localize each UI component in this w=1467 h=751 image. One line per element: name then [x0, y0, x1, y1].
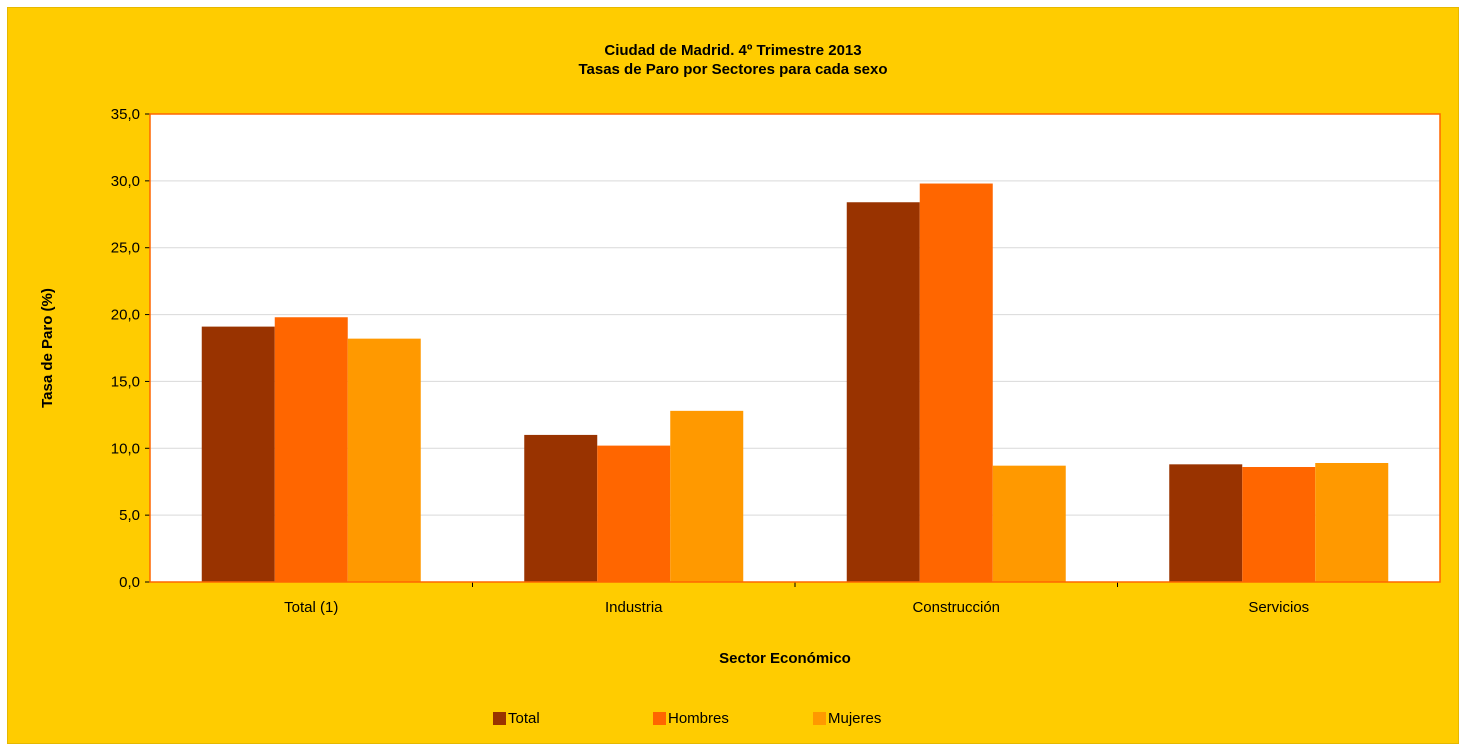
bar-hombres [274, 317, 348, 582]
y-tick-label: 30,0 [111, 173, 140, 190]
chart-title: Ciudad de Madrid. 4º Trimestre 2013 Tasa… [8, 41, 1458, 79]
y-tick-label: 20,0 [111, 307, 140, 324]
bar-total [846, 202, 920, 582]
x-tick-label: Industria [605, 599, 663, 616]
y-tick-label: 0,0 [119, 574, 140, 591]
x-tick-label: Total (1) [284, 599, 338, 616]
bar-mujeres [992, 465, 1066, 582]
legend-label-hombres: Hombres [668, 710, 729, 727]
legend-swatch-total [493, 712, 506, 725]
x-axis-title: Sector Económico [719, 650, 851, 667]
chart-area: Ciudad de Madrid. 4º Trimestre 2013 Tasa… [7, 7, 1459, 744]
legend: Total Hombres Mujeres [8, 710, 1458, 727]
bar-hombres [919, 183, 993, 582]
y-tick-label: 35,0 [111, 106, 140, 123]
bar-mujeres [670, 410, 744, 582]
chart-title-line-2: Tasas de Paro por Sectores para cada sex… [578, 61, 888, 78]
plot-border [149, 113, 1441, 583]
x-tick-label: Construcción [912, 599, 1000, 616]
bar-total [1169, 464, 1243, 582]
legend-swatch-hombres [653, 712, 666, 725]
x-tick-label: Servicios [1248, 599, 1309, 616]
chart-svg: 0,0 5,0 10,0 15,0 20,0 25,0 30,0 35,0 Total (1) I… [39, 106, 1441, 667]
y-tick-label: 25,0 [111, 240, 140, 257]
y-tick-label: 5,0 [119, 507, 140, 524]
legend-item-total: Total [493, 710, 653, 727]
bar-mujeres [347, 338, 421, 582]
legend-label-total: Total [508, 710, 540, 727]
bar-hombres [597, 445, 671, 582]
y-axis-title: Tasa de Paro (%) [39, 288, 56, 408]
legend-item-mujeres: Mujeres [813, 710, 973, 727]
bar-mujeres [1315, 462, 1389, 582]
legend-label-mujeres: Mujeres [828, 710, 882, 727]
legend-item-hombres: Hombres [653, 710, 813, 727]
chart-title-line-1: Ciudad de Madrid. 4º Trimestre 2013 [604, 42, 862, 59]
y-tick-label: 15,0 [111, 373, 140, 390]
bar-total [524, 434, 598, 582]
bar-hombres [1242, 467, 1316, 582]
legend-swatch-mujeres [813, 712, 826, 725]
y-tick-label: 10,0 [111, 440, 140, 457]
bar-total [201, 326, 275, 582]
